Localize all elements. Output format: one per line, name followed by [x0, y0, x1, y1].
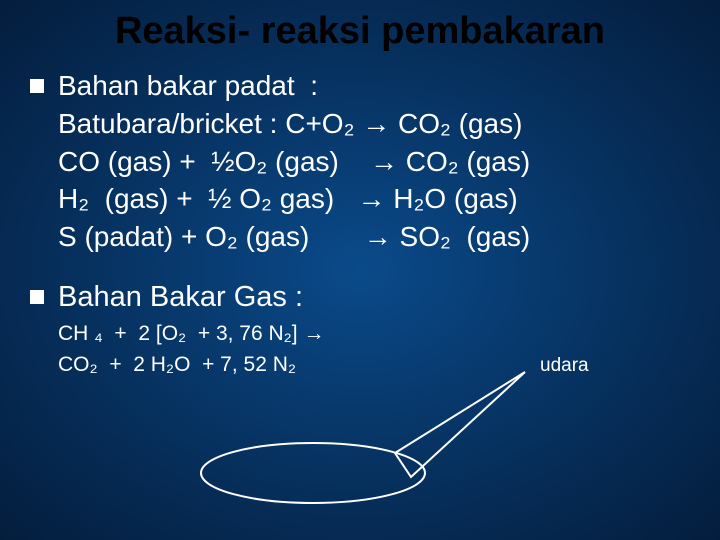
bullet-square-icon	[30, 79, 44, 93]
slide-title: Reaksi- reaksi pembakaran	[0, 0, 720, 67]
solid-line-3: H₂ (gas) + ½ O₂ gas) → H₂O (gas)	[58, 180, 700, 218]
solid-heading: Bahan bakar padat :	[58, 67, 700, 105]
gas-line-1: CH ₄ + 2 [O₂ + 3, 76 N₂] →	[58, 319, 700, 349]
gas-line-2: CO₂ + 2 H₂O + 7, 52 N₂	[58, 350, 700, 380]
bullet-square-icon	[30, 290, 44, 304]
callout-ellipse	[201, 443, 425, 503]
solid-line-2: CO (gas) + ½O₂ (gas) → CO₂ (gas)	[58, 143, 700, 181]
solid-line-1: Batubara/bricket : C+O₂ → CO₂ (gas)	[58, 105, 700, 143]
callout-shape	[195, 395, 475, 515]
solid-line-4: S (padat) + O₂ (gas) → SO₂ (gas)	[58, 218, 700, 256]
callout-tail	[395, 372, 525, 477]
bullet-solid-fuel: Bahan bakar padat : Batubara/bricket : C…	[30, 67, 700, 256]
callout-label: udara	[540, 355, 589, 377]
bullet-gas-fuel: Bahan Bakar Gas : CH ₄ + 2 [O₂ + 3, 76 N…	[30, 278, 700, 380]
gas-heading: Bahan Bakar Gas :	[58, 278, 700, 317]
slide-content: Bahan bakar padat : Batubara/bricket : C…	[0, 67, 720, 380]
